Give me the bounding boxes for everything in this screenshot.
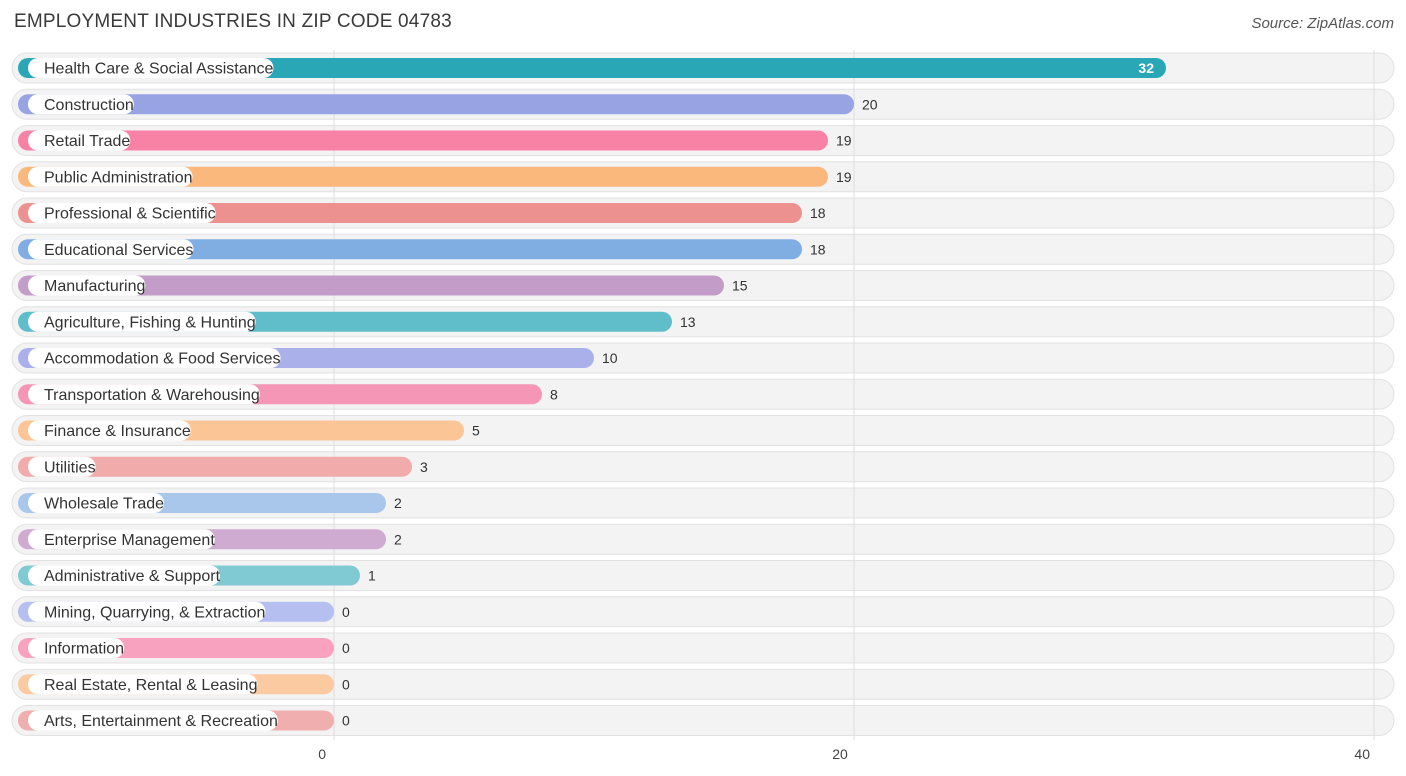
x-tick-label: 0 bbox=[318, 746, 326, 762]
value-label: 10 bbox=[602, 350, 618, 366]
value-label: 2 bbox=[394, 531, 402, 547]
value-label: 8 bbox=[550, 386, 558, 402]
category-label-pill bbox=[28, 384, 260, 405]
value-label: 19 bbox=[836, 133, 852, 149]
category-label-pill bbox=[28, 710, 278, 731]
category-label: Transportation & Warehousing bbox=[44, 387, 260, 404]
category-label: Construction bbox=[44, 97, 134, 114]
category-label: Accommodation & Food Services bbox=[44, 351, 281, 368]
category-label: Agriculture, Fishing & Hunting bbox=[44, 314, 256, 331]
category-label-pill bbox=[28, 166, 193, 187]
row-track bbox=[11, 668, 1395, 700]
category-label-pill bbox=[28, 275, 146, 296]
row-track bbox=[11, 705, 1395, 736]
value-label: 13 bbox=[680, 314, 696, 330]
category-label: Wholesale Trade bbox=[44, 496, 164, 513]
value-label: 0 bbox=[342, 604, 350, 620]
source-attribution: Source: ZipAtlas.com bbox=[1251, 15, 1394, 32]
row-track bbox=[11, 596, 1395, 628]
x-tick-label: 40 bbox=[1354, 746, 1370, 762]
value-label: 3 bbox=[420, 459, 428, 475]
bar bbox=[18, 166, 828, 187]
category-label: Finance & Insurance bbox=[44, 423, 191, 440]
category-label-pill bbox=[28, 456, 96, 477]
value-label: 15 bbox=[732, 278, 748, 294]
category-label-pill bbox=[28, 638, 125, 658]
value-label: 20 bbox=[862, 96, 878, 112]
bar bbox=[18, 130, 828, 151]
category-label: Enterprise Management bbox=[44, 532, 215, 549]
value-label: 18 bbox=[810, 205, 826, 221]
row-track bbox=[11, 560, 1395, 591]
value-label: 0 bbox=[342, 713, 350, 729]
category-label-pill bbox=[28, 58, 274, 78]
value-label: 18 bbox=[810, 241, 826, 257]
value-label: 0 bbox=[342, 640, 350, 656]
category-label-pill bbox=[28, 239, 194, 260]
bar bbox=[18, 239, 802, 260]
category-label: Real Estate, Rental & Leasing bbox=[44, 677, 257, 694]
category-label: Manufacturing bbox=[44, 278, 145, 295]
bar bbox=[18, 58, 1166, 78]
value-label: 19 bbox=[836, 169, 852, 185]
bar bbox=[18, 94, 854, 115]
value-label: 32 bbox=[1138, 60, 1154, 76]
category-label-pill bbox=[28, 493, 165, 513]
category-label-pill bbox=[28, 601, 266, 622]
row-track bbox=[11, 632, 1395, 664]
chart-title: EMPLOYMENT INDUSTRIES IN ZIP CODE 04783 bbox=[14, 11, 452, 32]
value-label: 5 bbox=[472, 423, 480, 439]
category-label-pill bbox=[28, 130, 131, 151]
category-label: Administrative & Support bbox=[44, 568, 221, 585]
category-label-pill bbox=[28, 203, 216, 223]
value-label: 0 bbox=[342, 676, 350, 692]
category-label-pill bbox=[28, 94, 134, 115]
category-label-pill bbox=[28, 565, 221, 586]
category-label: Arts, Entertainment & Recreation bbox=[44, 713, 278, 730]
category-label: Health Care & Social Assistance bbox=[44, 61, 274, 78]
category-label: Public Administration bbox=[44, 169, 193, 186]
category-label: Mining, Quarrying, & Extraction bbox=[44, 604, 265, 621]
category-label: Educational Services bbox=[44, 242, 193, 259]
bar bbox=[18, 456, 412, 477]
value-label: 2 bbox=[394, 495, 402, 511]
category-label-pill bbox=[28, 311, 256, 332]
x-tick-label: 20 bbox=[832, 746, 848, 762]
category-label: Information bbox=[44, 641, 124, 658]
category-label-pill bbox=[28, 529, 215, 550]
category-label: Utilities bbox=[44, 459, 96, 476]
value-label: 1 bbox=[368, 568, 376, 584]
category-label-pill bbox=[28, 420, 191, 441]
bar bbox=[18, 275, 724, 296]
category-label-pill bbox=[28, 674, 258, 695]
category-label-pill bbox=[28, 348, 281, 368]
category-label: Professional & Scientific bbox=[44, 206, 216, 223]
category-label: Retail Trade bbox=[44, 133, 130, 150]
